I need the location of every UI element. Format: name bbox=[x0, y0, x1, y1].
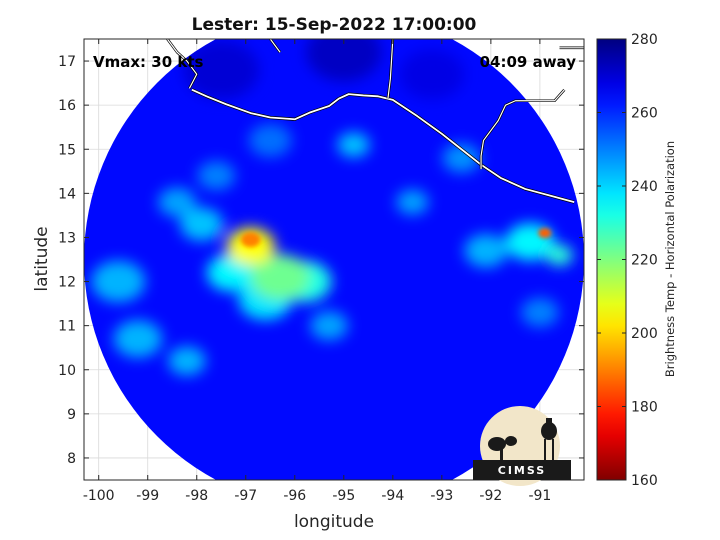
colorbar-tick-label: 160 bbox=[631, 473, 658, 489]
brightness-feature bbox=[310, 311, 348, 341]
brightness-feature bbox=[521, 297, 559, 328]
y-tick-label: 13 bbox=[58, 230, 76, 246]
x-axis-label: longitude bbox=[294, 512, 374, 532]
x-tick-label: -91 bbox=[528, 488, 551, 504]
logo-banner bbox=[473, 460, 571, 480]
plot-frame bbox=[83, 38, 585, 481]
x-tick-label: -95 bbox=[332, 488, 355, 504]
brightness-feature bbox=[442, 143, 481, 173]
brightness-feature bbox=[248, 123, 292, 158]
y-tick-label: 12 bbox=[58, 275, 76, 291]
logo-dish bbox=[488, 437, 506, 451]
x-tick-label: -99 bbox=[136, 488, 159, 504]
logo-text: CIMSS bbox=[498, 464, 546, 477]
border-line bbox=[269, 39, 281, 53]
colorbar-tick-label: 220 bbox=[631, 253, 658, 269]
brightness-feature bbox=[180, 207, 224, 241]
border-line bbox=[480, 89, 565, 170]
x-tick-label: -93 bbox=[430, 488, 453, 504]
x-ticks: -100 -99 -98 -97 -96 -95 -94 -93 -92 -91 bbox=[83, 39, 551, 504]
map-area bbox=[84, 39, 584, 480]
y-axis-label: latitude bbox=[32, 226, 52, 291]
coastline bbox=[191, 88, 575, 204]
cimss-logo: CIMSS bbox=[473, 406, 571, 486]
brightness-feature bbox=[240, 232, 261, 248]
border-line bbox=[387, 39, 394, 99]
x-tick-label: -100 bbox=[83, 488, 115, 504]
swath-field bbox=[91, 39, 573, 376]
x-tick-label: -94 bbox=[381, 488, 404, 504]
logo-tower-leg-right bbox=[552, 439, 554, 461]
y-tick-label: 17 bbox=[58, 54, 76, 70]
y-tick-label: 10 bbox=[58, 363, 76, 379]
y-tick-label: 9 bbox=[67, 407, 76, 423]
brightness-feature bbox=[158, 187, 197, 217]
logo-dish-stand bbox=[500, 448, 503, 460]
brightness-feature bbox=[250, 254, 310, 301]
y-tick-label: 14 bbox=[58, 186, 76, 202]
vmax-label: Vmax: 30 kts bbox=[93, 53, 203, 71]
y-ticks: 8 9 10 11 12 13 14 15 16 17 bbox=[58, 54, 584, 467]
brightness-feature bbox=[464, 234, 508, 268]
colorbar-tick-label: 260 bbox=[631, 106, 658, 122]
brightness-feature bbox=[306, 39, 382, 82]
swath-cores bbox=[240, 228, 552, 248]
borders bbox=[166, 39, 584, 170]
x-tick-label: -96 bbox=[283, 488, 306, 504]
brightness-feature bbox=[538, 228, 552, 239]
brightness-feature bbox=[396, 189, 429, 215]
brightness-feature bbox=[183, 40, 259, 100]
x-tick-label: -92 bbox=[479, 488, 502, 504]
logo-tower-tank bbox=[541, 422, 557, 440]
y-tick-label: 8 bbox=[67, 451, 76, 467]
y-tick-label: 15 bbox=[58, 142, 76, 158]
y-tick-label: 11 bbox=[58, 319, 76, 335]
logo-tower-leg-left bbox=[544, 439, 546, 461]
time-away-label: 04:09 away bbox=[480, 53, 577, 71]
brightness-feature bbox=[91, 260, 146, 303]
x-tick-label: -98 bbox=[185, 488, 208, 504]
logo-dish-small bbox=[505, 436, 517, 446]
coastline-line bbox=[191, 88, 575, 204]
colorbar-ticks: 160 180 200 220 240 260 280 bbox=[597, 32, 658, 489]
colorbar-tick-label: 240 bbox=[631, 179, 658, 195]
brightness-feature bbox=[197, 161, 236, 191]
brightness-feature bbox=[337, 132, 370, 158]
border-line bbox=[166, 39, 198, 89]
logo-tower-top bbox=[546, 418, 552, 424]
brightness-feature bbox=[546, 244, 573, 266]
colorbar-tick-label: 180 bbox=[631, 400, 658, 416]
colorbar-tick-label: 200 bbox=[631, 326, 658, 342]
colorbar-label: Brightness Temp - Horizontal Polarizatio… bbox=[663, 141, 677, 377]
brightness-feature bbox=[168, 346, 206, 376]
chart-title: Lester: 15-Sep-2022 17:00:00 bbox=[192, 15, 477, 35]
x-tick-label: -97 bbox=[234, 488, 257, 504]
brightness-feature bbox=[113, 320, 163, 358]
colorbar bbox=[597, 39, 626, 480]
brightness-feature bbox=[399, 49, 465, 100]
y-tick-label: 16 bbox=[58, 98, 76, 114]
colorbar-tick-label: 280 bbox=[631, 32, 658, 48]
